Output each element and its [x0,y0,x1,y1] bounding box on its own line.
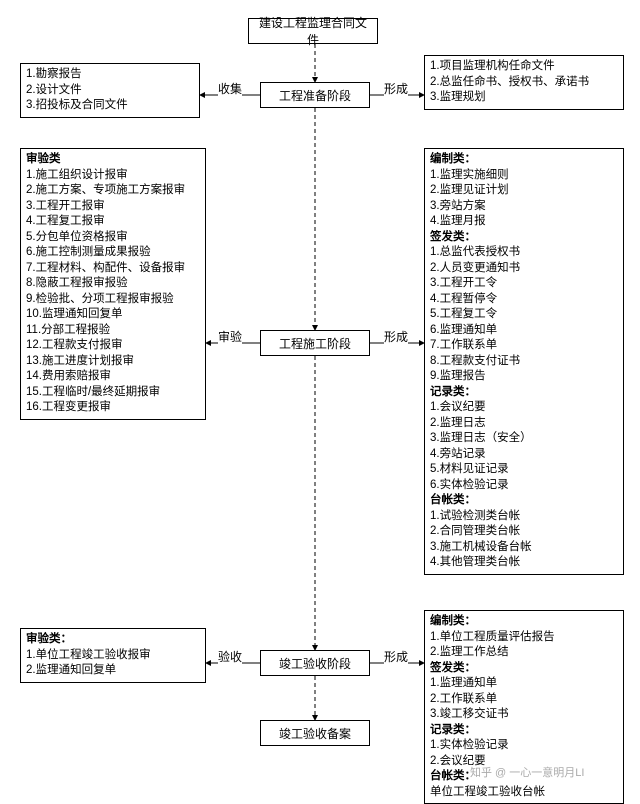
list-item: 14.费用索赔报审 [26,369,200,385]
node-constr-label: 工程施工阶段 [279,335,351,352]
list-item: 2.合同管理类台帐 [430,524,618,540]
list-item: 10.监理通知回复单 [26,307,200,323]
list-item: 2.监理见证计划 [430,183,618,199]
list-item: 5.分包单位资格报审 [26,230,200,246]
list-header: 台帐类： [430,493,618,509]
box-construction-right: 编制类：1.监理实施细则2.监理见证计划3.旁站方案4.监理月报签发类：1.总监… [424,148,624,575]
list-header: 记录类： [430,723,618,739]
list-item: 2.监理日志 [430,416,618,432]
list-item: 1.勘察报告 [26,67,194,83]
list-item: 3.施工机械设备台帐 [430,540,618,556]
list-header: 记录类： [430,385,618,401]
list-item: 4.工程复工报审 [26,214,200,230]
list-item: 1.总监代表授权书 [430,245,618,261]
list-item: 单位工程竣工验收台帐 [430,785,618,801]
node-prep: 工程准备阶段 [260,82,370,108]
box-construction-left: 审验类1.施工组织设计报审2.施工方案、专项施工方案报审3.工程开工报审4.工程… [20,148,206,420]
list-item: 2.工作联系单 [430,692,618,708]
list-item: 6.监理通知单 [430,323,618,339]
list-item: 2.总监任命书、授权书、承诺书 [430,75,618,91]
edge-label-form-3: 形成 [384,648,408,665]
node-root-label: 建设工程监理合同文件 [255,14,371,48]
list-item: 9.检验批、分项工程报审报验 [26,292,200,308]
list-item: 4.旁站记录 [430,447,618,463]
list-item: 2.设计文件 [26,83,194,99]
list-item: 3.旁站方案 [430,199,618,215]
list-item: 4.其他管理类台帐 [430,555,618,571]
list-item: 3.工程开工令 [430,276,618,292]
list-item: 16.工程变更报审 [26,400,200,416]
list-header: 编制类： [430,152,618,168]
box-acceptance-left: 审验类：1.单位工程竣工验收报审2.监理通知回复单 [20,628,206,683]
box-prep-left: 1.勘察报告2.设计文件3.招投标及合同文件 [20,63,200,118]
node-accept-label: 竣工验收阶段 [279,655,351,672]
list-header: 审验类 [26,152,200,168]
list-item: 1.项目监理机构任命文件 [430,59,618,75]
box-prep-right: 1.项目监理机构任命文件2.总监任命书、授权书、承诺书3.监理规划 [424,55,624,110]
list-item: 3.工程开工报审 [26,199,200,215]
node-acceptance: 竣工验收阶段 [260,650,370,676]
node-prep-label: 工程准备阶段 [279,87,351,104]
list-item: 9.监理报告 [430,369,618,385]
list-item: 1.实体检验记录 [430,738,618,754]
edge-label-review: 审验 [218,328,242,345]
list-item: 5.材料见证记录 [430,462,618,478]
list-header: 签发类： [430,661,618,677]
edge-label-form-1: 形成 [384,80,408,97]
node-root: 建设工程监理合同文件 [248,18,378,44]
list-item: 15.工程临时/最终延期报审 [26,385,200,401]
list-item: 2.监理通知回复单 [26,663,200,679]
list-item: 3.招投标及合同文件 [26,98,194,114]
list-item: 6.实体检验记录 [430,478,618,494]
list-item: 1.单位工程质量评估报告 [430,630,618,646]
node-filing: 竣工验收备案 [260,720,370,746]
edge-label-collect: 收集 [218,80,242,97]
list-item: 12.工程款支付报审 [26,338,200,354]
list-item: 8.工程款支付证书 [430,354,618,370]
list-item: 2.监理工作总结 [430,645,618,661]
list-item: 3.监理规划 [430,90,618,106]
list-item: 1.监理通知单 [430,676,618,692]
node-file-label: 竣工验收备案 [279,725,351,742]
list-item: 1.会议纪要 [430,400,618,416]
list-item: 4.工程暂停令 [430,292,618,308]
list-item: 1.监理实施细则 [430,168,618,184]
list-item: 4.监理月报 [430,214,618,230]
list-item: 13.施工进度计划报审 [26,354,200,370]
list-item: 2.施工方案、专项施工方案报审 [26,183,200,199]
list-header: 签发类： [430,230,618,246]
list-item: 3.竣工移交证书 [430,707,618,723]
edge-label-accept: 验收 [218,648,242,665]
list-header: 审验类： [26,632,200,648]
edge-label-form-2: 形成 [384,328,408,345]
list-header: 编制类： [430,614,618,630]
list-item: 7.工程材料、构配件、设备报审 [26,261,200,277]
list-item: 1.试验检测类台帐 [430,509,618,525]
watermark: 知乎 @ 一心一意明月LI [470,764,584,780]
list-item: 5.工程复工令 [430,307,618,323]
list-item: 1.单位工程竣工验收报审 [26,648,200,664]
list-item: 6.施工控制测量成果报验 [26,245,200,261]
list-item: 1.施工组织设计报审 [26,168,200,184]
list-item: 8.隐蔽工程报审报验 [26,276,200,292]
node-construction: 工程施工阶段 [260,330,370,356]
list-item: 7.工作联系单 [430,338,618,354]
list-item: 3.监理日志（安全） [430,431,618,447]
list-item: 2.人员变更通知书 [430,261,618,277]
list-item: 11.分部工程报验 [26,323,200,339]
